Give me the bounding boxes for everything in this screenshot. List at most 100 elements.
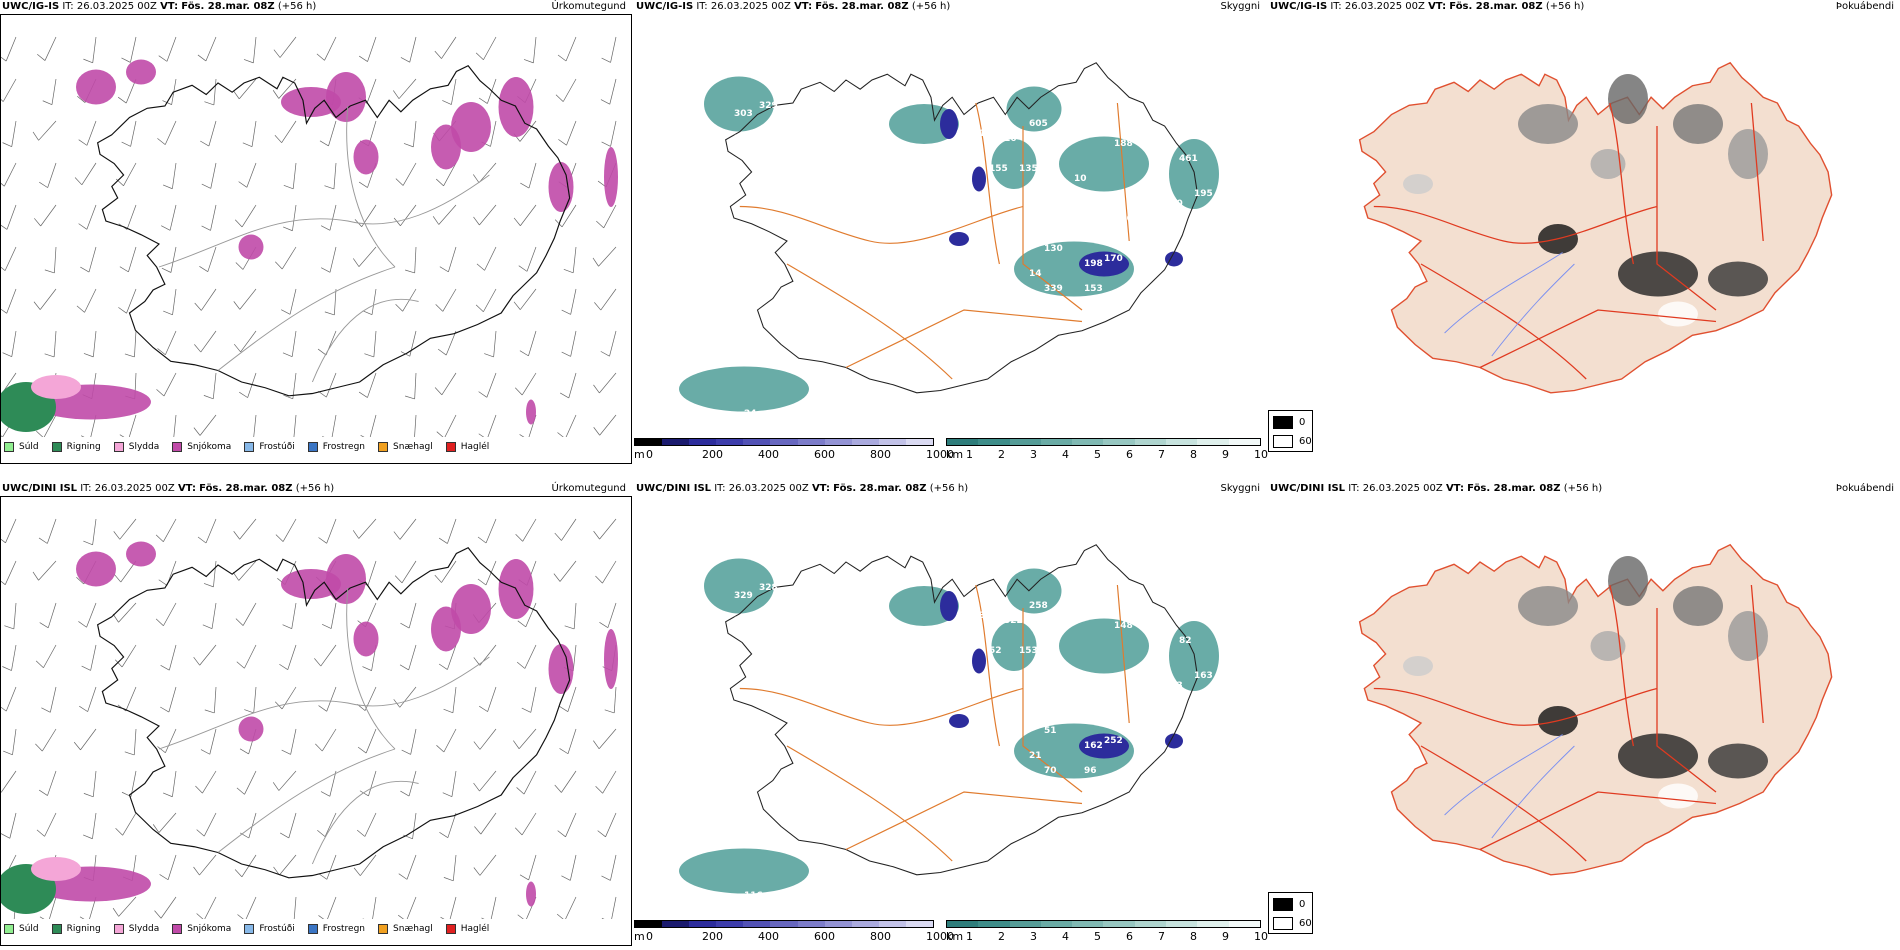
ceiling-value-label: 196	[1064, 706, 1083, 716]
wind-barb	[78, 602, 97, 628]
cloud-area	[704, 76, 774, 132]
colorbar-tick: 4	[1062, 930, 1069, 943]
wind-barb	[315, 728, 337, 752]
colorbar-tick: 3	[1030, 448, 1037, 461]
cloud-area	[1006, 86, 1062, 132]
snow-area	[76, 69, 116, 105]
wind-barb	[554, 518, 577, 541]
low-ceiling-area	[940, 591, 958, 621]
wind-barb	[360, 414, 377, 437]
vt-value: Fös. 28.mar. 08Z	[1449, 1, 1543, 12]
road-network	[1373, 102, 1764, 380]
iceland-coastline	[725, 544, 1199, 876]
wind-barb	[513, 728, 537, 749]
legend-swatch	[113, 442, 124, 452]
wind-barb	[400, 602, 417, 629]
it-value: 26.03.2025 00Z	[1344, 1, 1425, 12]
wind-barb	[557, 36, 577, 62]
colorbar-tick: 2	[998, 930, 1005, 943]
wind-barb	[519, 330, 537, 357]
ceiling-value-label: 188	[1114, 139, 1133, 149]
colorbar-tick: 400	[758, 930, 779, 943]
wind-barb	[1, 770, 17, 793]
low-ceiling-area	[949, 714, 969, 728]
vt-value: Fös. 28.mar. 08Z	[833, 483, 927, 494]
wind-barb	[38, 518, 57, 544]
legend-item: Frostúði	[244, 442, 295, 452]
wind-barb	[233, 78, 257, 100]
wind-barb	[121, 36, 137, 63]
wind-barb	[112, 896, 137, 917]
ceiling-value-label: 210	[1224, 681, 1243, 691]
fog-area	[1618, 733, 1698, 779]
wind-barb	[316, 36, 337, 61]
river-network	[1444, 252, 1575, 357]
wind-barb	[599, 602, 617, 628]
road-network	[158, 105, 490, 383]
wind-barb	[358, 36, 377, 62]
snow-area	[431, 124, 461, 170]
wind-barb	[477, 518, 497, 544]
wind-barb	[203, 560, 217, 588]
wind-barb	[83, 330, 97, 358]
it-label: IT:	[80, 483, 92, 494]
snow-area	[281, 569, 341, 599]
wind-barb	[121, 770, 137, 797]
wind-barb	[39, 602, 57, 629]
wind-barb	[352, 246, 377, 267]
lead-time: (+56 h)	[929, 483, 969, 494]
it-value: 26.03.2025 00Z	[728, 483, 809, 494]
lead-time: (+56 h)	[1563, 483, 1603, 494]
legend-label: Frostúði	[259, 924, 295, 934]
snow-area	[281, 87, 341, 117]
legend-label: Snæhagl	[393, 442, 433, 452]
snow-area	[353, 139, 379, 175]
snow-area	[238, 716, 264, 742]
colorbar-tick: 5	[1094, 448, 1101, 461]
legend-label: Súld	[19, 442, 39, 452]
wind-barb	[233, 330, 257, 353]
wind-barb	[474, 812, 497, 835]
wind-barb	[364, 330, 377, 358]
wind-barb	[4, 602, 17, 630]
vt-label: VT:	[811, 483, 830, 494]
legend-item: Súld	[4, 442, 39, 452]
wind-barb	[358, 372, 377, 398]
ceiling-value-label: 170	[1164, 199, 1183, 209]
wind-barb	[559, 686, 577, 712]
vt-label: VT:	[1445, 483, 1464, 494]
legend-swatch	[378, 442, 389, 452]
wind-barb	[516, 644, 537, 669]
cloud-area	[1059, 136, 1149, 192]
wind-barb	[442, 770, 457, 798]
snow-area	[604, 629, 618, 689]
low-ceiling-area	[1079, 251, 1129, 277]
cloud-panel-header: UWC/IG-IS IT: 26.03.2025 00Z VT: Fös. 28…	[634, 0, 1264, 14]
wind-barb	[1, 246, 17, 271]
wind-barb	[553, 560, 577, 582]
wind-barb	[201, 204, 217, 231]
field-title: Skyggni	[1220, 483, 1260, 494]
wind-barb	[521, 686, 537, 713]
model-name: UWC/IG-IS	[1270, 1, 1328, 12]
ceiling-value-label: 13	[1144, 626, 1157, 636]
wind-barb	[440, 896, 457, 919]
colorbar-tick: 0	[646, 448, 653, 461]
wind-barb	[1, 162, 17, 187]
ceiling-value-label: 252	[1104, 736, 1123, 746]
legend-swatch	[307, 924, 318, 934]
low-ceiling-area	[1165, 251, 1183, 267]
wind-barb	[34, 204, 57, 227]
ceiling-value-label: 10	[1074, 174, 1087, 184]
fog-area	[1518, 104, 1578, 144]
colorbar-tick: 800	[870, 930, 891, 943]
ceiling-value-label: 18	[1044, 204, 1057, 214]
wind-barb	[484, 330, 497, 358]
cloud-area	[991, 139, 1037, 189]
wind-barb	[76, 288, 97, 313]
wind-barb	[39, 162, 57, 188]
wind-barb	[33, 288, 57, 310]
wind-barb	[515, 518, 537, 542]
fog-panel-header: UWC/IG-IS IT: 26.03.2025 00Z VT: Fös. 28…	[1268, 0, 1898, 14]
wind-barb	[523, 36, 537, 64]
